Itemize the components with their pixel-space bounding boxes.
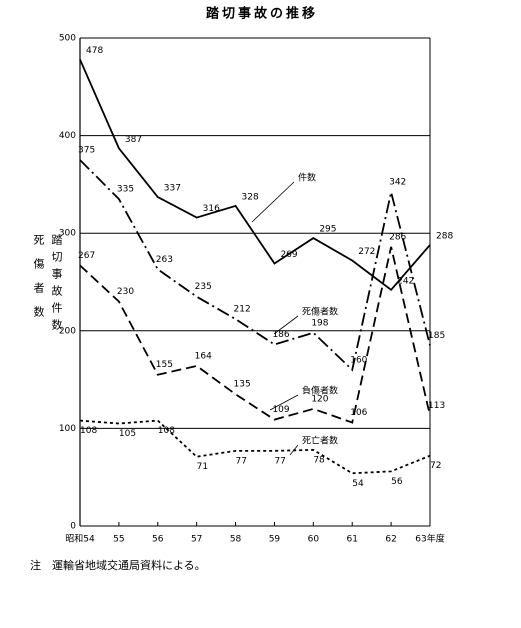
data-label: 263: [156, 255, 173, 265]
data-label: 106: [350, 408, 367, 418]
series-line: [79, 159, 431, 372]
series-line: [79, 419, 431, 475]
data-label: 108: [80, 426, 97, 436]
data-label: 108: [158, 426, 175, 436]
data-label: 77: [236, 456, 247, 466]
legend-label: 死傷者数: [302, 306, 338, 318]
data-label: 286: [389, 232, 406, 242]
legend-label: 件数: [298, 172, 316, 184]
legend-label: 死亡者数: [302, 435, 338, 447]
x-tick-label: 58: [230, 535, 242, 545]
data-label: 269: [280, 250, 297, 260]
data-label: 272: [358, 247, 375, 257]
data-label: 387: [125, 135, 142, 145]
data-label: 135: [234, 380, 251, 390]
data-label: 267: [78, 251, 95, 261]
legend-label: 負傷者数: [302, 385, 338, 397]
y-tick-label: 100: [59, 424, 76, 434]
x-tick-label: 61: [346, 535, 357, 545]
data-label: 160: [350, 355, 367, 365]
data-label: 212: [234, 305, 251, 315]
x-tick-label: 62: [385, 535, 396, 545]
chart-title: 踏切事故の推移: [206, 6, 318, 22]
data-label: 375: [78, 146, 95, 156]
y-tick-label: 500: [59, 34, 76, 44]
data-label: 78: [313, 455, 325, 465]
data-label: 72: [430, 461, 441, 471]
x-tick-label: 57: [191, 535, 202, 545]
data-label: 198: [311, 318, 328, 328]
data-label: 155: [156, 360, 173, 370]
data-label: 235: [195, 282, 212, 292]
y-axis-title: 死傷者数: [32, 234, 45, 330]
data-label: 478: [86, 46, 103, 56]
leader-line: [273, 315, 299, 335]
data-label: 105: [119, 429, 136, 439]
y-tick-label: 0: [70, 522, 76, 532]
x-tick-label: 55: [113, 535, 124, 545]
y-tick-label: 400: [59, 131, 76, 141]
leader-line: [269, 394, 299, 411]
data-label: 71: [197, 462, 208, 472]
leader-line: [289, 444, 299, 456]
data-label: 109: [272, 405, 289, 415]
data-label: 342: [389, 178, 406, 188]
y-tick-label: 200: [59, 326, 76, 336]
data-label: 242: [397, 276, 414, 286]
y-tick-label: 300: [59, 229, 76, 239]
data-label: 56: [391, 477, 403, 487]
data-label: 316: [203, 204, 220, 214]
note: 注 運輸省地域交通局資料による。: [30, 558, 206, 572]
x-tick-label: 56: [152, 535, 164, 545]
data-label: 335: [117, 185, 134, 195]
y-axis-title: 踏切事故件数: [50, 233, 63, 336]
data-label: 230: [117, 287, 134, 297]
data-label: 337: [164, 184, 181, 194]
data-label: 164: [195, 351, 212, 361]
data-label: 185: [428, 331, 445, 341]
data-label: 295: [319, 225, 336, 235]
data-label: 328: [242, 192, 259, 202]
data-label: 288: [436, 231, 453, 241]
data-label: 120: [311, 394, 328, 404]
series-line: [79, 246, 431, 424]
series-line: [79, 59, 431, 292]
data-label: 113: [428, 401, 445, 411]
x-tick-label: 59: [269, 535, 281, 545]
data-label: 186: [272, 330, 289, 340]
leader-line: [251, 181, 295, 223]
x-tick-label: 63年度: [415, 533, 444, 545]
data-label: 77: [274, 456, 285, 466]
x-tick-label: 昭和54: [65, 534, 95, 545]
x-tick-label: 60: [308, 535, 320, 545]
data-label: 54: [352, 479, 364, 489]
